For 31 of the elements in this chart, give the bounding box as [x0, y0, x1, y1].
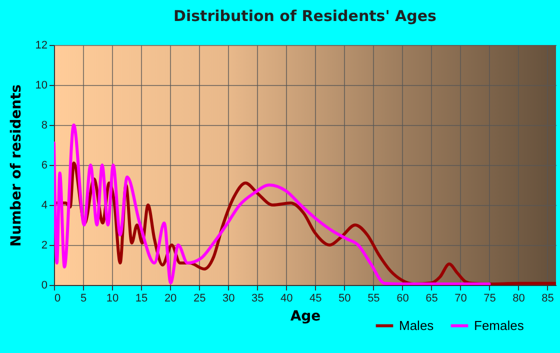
y-tick-label: 12 [35, 40, 48, 52]
x-tick-label: 55 [368, 292, 380, 304]
y-tick-label: 8 [41, 120, 48, 132]
x-tick-label: 75 [484, 292, 496, 304]
y-tick-label: 0 [41, 280, 48, 292]
legend-label: Females [474, 318, 524, 333]
y-axis-title: Number of residents [8, 84, 24, 247]
x-tick-label: 0 [54, 292, 61, 304]
x-tick-label: 50 [338, 292, 351, 304]
x-tick-label: 40 [280, 292, 293, 304]
legend-label: Males [399, 318, 434, 333]
y-tick-label: 6 [41, 160, 48, 172]
x-tick-label: 5 [80, 292, 87, 304]
y-tick-label: 2 [41, 240, 48, 252]
x-tick-label: 10 [106, 292, 119, 304]
line-series [54, 124, 491, 285]
x-tick-label: 30 [222, 292, 235, 304]
x-tick-label: 65 [426, 292, 438, 304]
x-tick-label: 45 [310, 292, 322, 304]
x-tick-label: 35 [251, 292, 264, 304]
chart-title: Distribution of Residents' Ages [174, 7, 437, 25]
y-tick-label: 10 [35, 80, 48, 92]
x-tick-label: 80 [512, 292, 525, 304]
x-tick-label: 70 [454, 292, 467, 304]
y-tick-label: 4 [41, 200, 48, 212]
x-tick-label: 25 [193, 292, 206, 304]
x-tick-label: 20 [164, 292, 177, 304]
x-tick-label: 85 [542, 292, 554, 304]
x-tick-label: 60 [396, 292, 409, 304]
x-axis-title: Age [290, 308, 321, 324]
x-tick-label: 15 [135, 292, 148, 304]
